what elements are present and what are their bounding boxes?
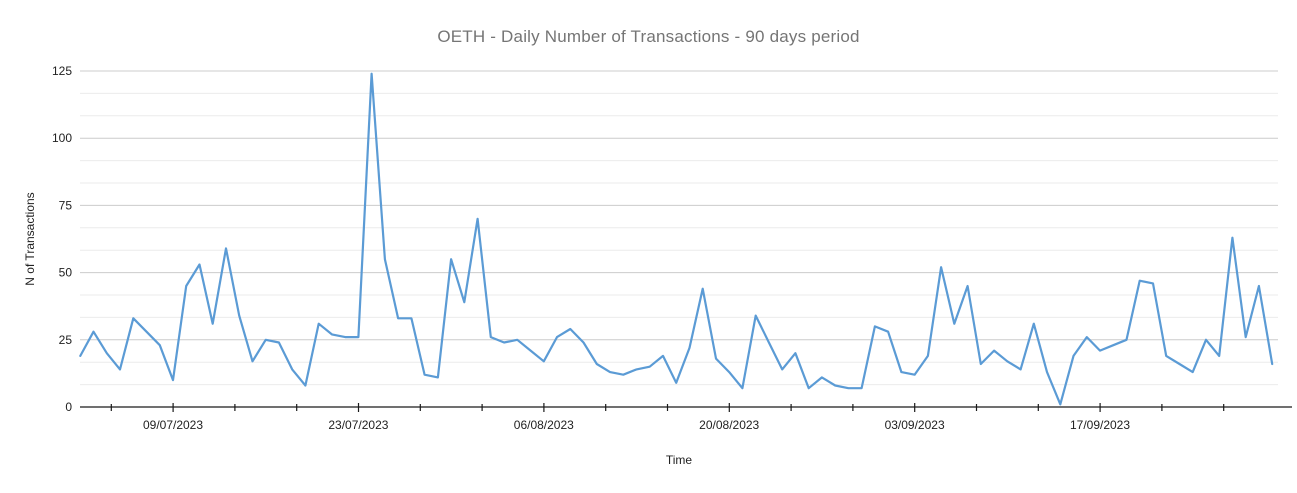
x-tick-label: 06/08/2023 [514,418,574,432]
y-axis-title: N of Transactions [23,192,37,286]
y-tick-label: 125 [52,64,72,78]
x-tick-label: 03/09/2023 [885,418,945,432]
y-tick-label: 50 [59,266,73,280]
x-tick-label: 23/07/2023 [328,418,388,432]
x-tick-label: 17/09/2023 [1070,418,1130,432]
x-tick-label: 20/08/2023 [699,418,759,432]
y-tick-label: 0 [65,400,72,414]
chart-title: OETH - Daily Number of Transactions - 90… [437,27,860,46]
y-tick-label: 75 [59,198,73,212]
x-axis-title: Time [665,453,693,467]
x-tick-label: 09/07/2023 [143,418,203,432]
y-tick-label: 100 [52,131,72,145]
y-tick-label: 25 [59,333,73,347]
data-series-line[interactable] [79,72,1274,406]
